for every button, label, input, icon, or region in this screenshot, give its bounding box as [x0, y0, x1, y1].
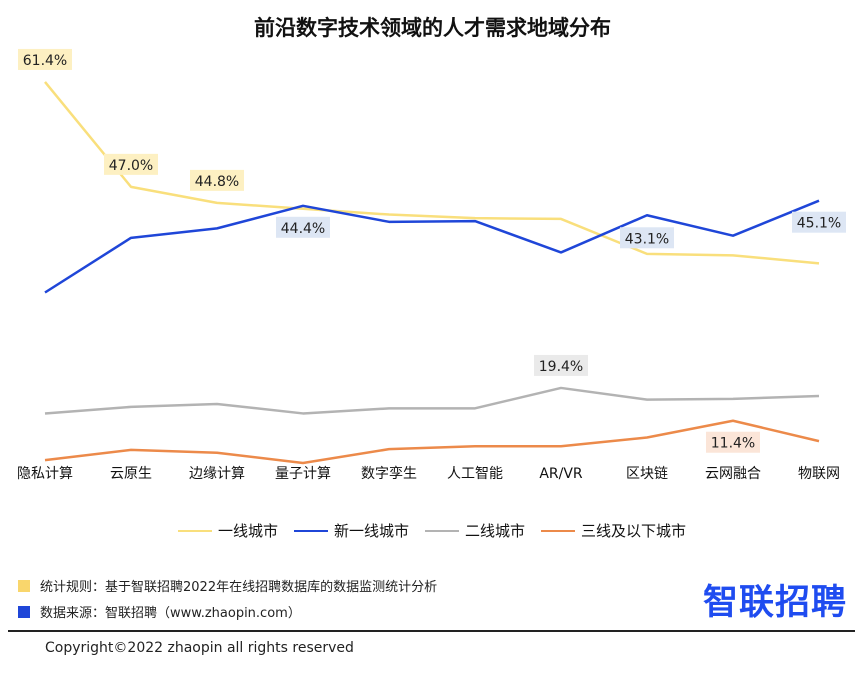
series-line-3 [44, 419, 820, 465]
data-label: 44.8% [190, 169, 244, 191]
series-line-2 [44, 386, 820, 415]
data-label: 61.4% [18, 48, 72, 70]
legend-swatch-tier1 [178, 529, 212, 532]
series-line-1 [44, 199, 820, 294]
legend-item-new-tier1: 新一线城市 [294, 520, 409, 541]
svg-text:43.1%: 43.1% [625, 231, 669, 247]
legend-item-tier3: 三线及以下城市 [541, 520, 686, 541]
x-tick-label: 量子计算 [275, 466, 331, 482]
zhaopin-logo: 智联招聘 [702, 583, 847, 623]
x-tick-label: 云原生 [110, 466, 152, 482]
x-tick-label: 云网融合 [705, 466, 761, 482]
legend-swatch-new-tier1 [294, 529, 329, 532]
svg-text:61.4%: 61.4% [23, 53, 67, 69]
x-tick-label: 数字孪生 [361, 465, 417, 482]
legend-swatch-tier3 [541, 529, 576, 532]
svg-text:19.4%: 19.4% [539, 359, 583, 375]
legend-item-tier2: 二线城市 [425, 520, 525, 541]
legend-label-new-tier1: 新一线城市 [334, 522, 410, 540]
footnote-rule: 统计规则：基于智联招聘2022年在线招聘数据库的数据监测统计分析 [18, 576, 437, 595]
x-tick-label: 人工智能 [447, 466, 503, 482]
x-tick-label: AR/VR [539, 466, 583, 482]
svg-text:45.1%: 45.1% [797, 216, 841, 232]
source-swatch [18, 605, 30, 618]
legend-label-tier3: 三线及以下城市 [581, 522, 687, 540]
data-label: 47.0% [104, 153, 158, 175]
svg-text:44.8%: 44.8% [195, 174, 239, 190]
rule-text: 统计规则：基于智联招聘2022年在线招聘数据库的数据监测统计分析 [40, 580, 438, 595]
svg-text:47.0%: 47.0% [109, 158, 153, 174]
source-text: 数据来源：智联招聘（www.zhaopin.com） [40, 606, 301, 621]
copyright-text: Copyright©2022 zhaopin all rights reserv… [45, 640, 354, 656]
legend-swatch-tier2 [425, 529, 460, 532]
chart-title: 前沿数字技术领域的人才需求地域分布 [254, 16, 611, 40]
legend-label-tier2: 二线城市 [465, 522, 526, 540]
footer-divider [8, 630, 855, 632]
svg-text:44.4%: 44.4% [281, 221, 325, 237]
legend-label-tier1: 一线城市 [218, 522, 279, 540]
data-label: 44.4% [276, 216, 330, 238]
x-tick-label: 边缘计算 [189, 466, 245, 482]
data-label: 45.1% [792, 211, 846, 233]
data-label: 11.4% [706, 431, 760, 453]
svg-text:11.4%: 11.4% [711, 436, 755, 452]
legend-item-tier1: 一线城市 [178, 520, 278, 541]
x-tick-label: 隐私计算 [17, 466, 73, 482]
legend: 一线城市 新一线城市 二线城市 三线及以下城市 [178, 520, 686, 541]
x-tick-label: 区块链 [626, 466, 668, 482]
data-label: 43.1% [620, 227, 674, 249]
rule-swatch [18, 579, 30, 592]
data-label: 19.4% [534, 354, 588, 376]
series-line-0 [44, 81, 820, 265]
footnote-source: 数据来源：智联招聘（www.zhaopin.com） [18, 602, 301, 621]
line-chart: 61.4% 47.0% 44.8% 44.4% 43.1% 45.1% 19.4% 11.4%… [17, 48, 846, 482]
x-tick-label: 物联网 [798, 466, 840, 482]
